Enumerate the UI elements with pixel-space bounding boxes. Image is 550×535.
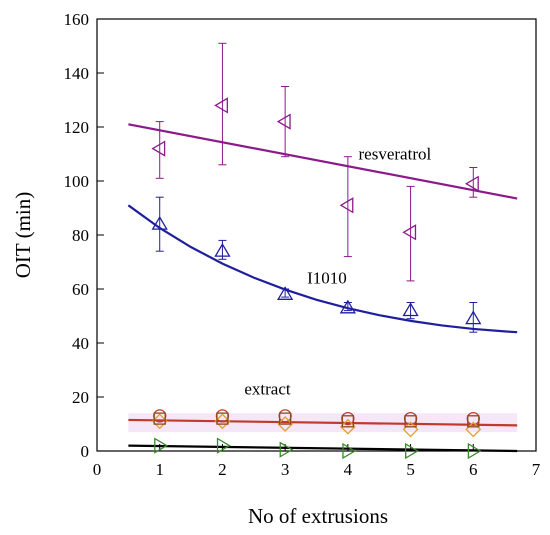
- data-point: [277, 286, 294, 300]
- data-point: [153, 412, 166, 425]
- y-axis-title: OIT (min): [11, 192, 35, 279]
- data-point: [402, 302, 419, 317]
- data-point: [278, 412, 292, 425]
- data-point: [214, 242, 231, 257]
- y-tick-label: 100: [64, 172, 90, 191]
- data-point: [465, 310, 482, 325]
- x-tick-label: 1: [155, 460, 164, 479]
- data-point: [405, 442, 419, 460]
- data-point: [339, 418, 356, 435]
- fit-line: [128, 444, 518, 453]
- x-tick-label: 4: [344, 460, 353, 479]
- data-point: [151, 215, 168, 230]
- x-tick-label: 0: [93, 460, 102, 479]
- x-tick-label: 3: [281, 460, 290, 479]
- data-point: [342, 442, 357, 460]
- series-label-i1010: I1010: [307, 269, 347, 288]
- data-point: [339, 197, 354, 214]
- data-point: [214, 413, 231, 430]
- data-point: [467, 415, 480, 428]
- series-label-extract: extract: [244, 379, 291, 398]
- y-tick-label: 20: [72, 388, 89, 407]
- x-tick-label: 6: [469, 460, 478, 479]
- y-tick-label: 60: [72, 280, 89, 299]
- y-tick-label: 120: [64, 118, 90, 137]
- data-point: [277, 416, 294, 432]
- series-label-resveratrol: resveratrol: [359, 144, 432, 163]
- y-tick-label: 0: [81, 442, 90, 461]
- plot-frame: [96, 18, 537, 452]
- data-point: [465, 175, 479, 192]
- data-point: [276, 113, 291, 130]
- data-point: [154, 437, 168, 454]
- data-point: [151, 413, 168, 430]
- data-point: [216, 437, 231, 454]
- data-point: [279, 441, 294, 458]
- y-tick-label: 80: [72, 226, 89, 245]
- x-axis-title: No of extrusions: [248, 504, 388, 528]
- x-tick-label: 2: [218, 460, 227, 479]
- data-point: [339, 299, 356, 314]
- data-point: [467, 442, 482, 460]
- data-point: [151, 140, 166, 157]
- y-tick-label: 160: [64, 10, 90, 29]
- x-tick-label: 7: [532, 460, 541, 479]
- y-tick-label: 40: [72, 334, 89, 353]
- data-point: [404, 415, 417, 428]
- data-point: [341, 415, 355, 428]
- data-point: [214, 97, 228, 114]
- x-tick-label: 5: [406, 460, 415, 479]
- y-tick-label: 140: [64, 64, 90, 83]
- fit-line: [127, 204, 518, 334]
- fit-line: [128, 418, 518, 427]
- data-point: [402, 224, 417, 241]
- data-point: [216, 412, 229, 425]
- fit-line: [128, 123, 518, 200]
